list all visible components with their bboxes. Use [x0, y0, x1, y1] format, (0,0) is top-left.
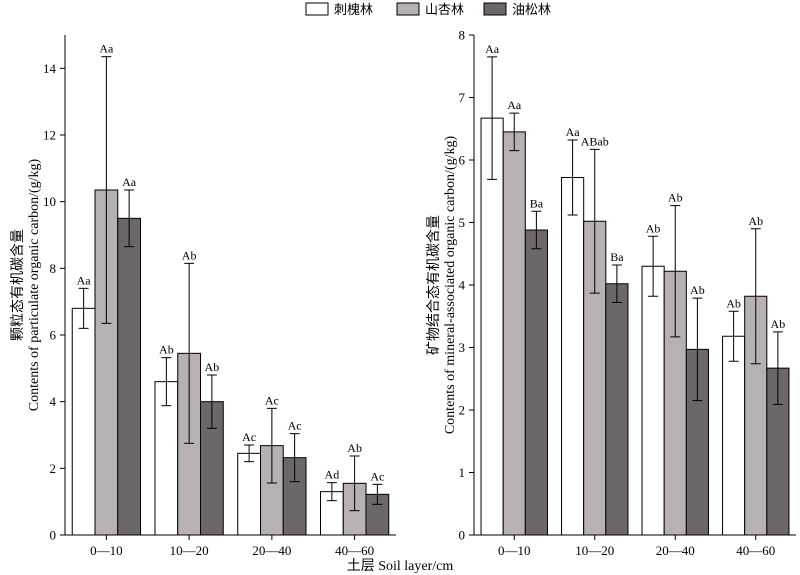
y-tick-label: 1 — [459, 465, 466, 480]
y-tick-label: 2 — [459, 403, 466, 418]
legend: 刺槐林 山杏林 油松林 — [305, 2, 551, 17]
y-tick-label: 7 — [459, 90, 466, 105]
legend-swatch — [305, 2, 329, 16]
y-tick-label: 8 — [50, 261, 57, 276]
legend-swatch — [483, 2, 507, 16]
y-tick-label: 4 — [459, 278, 466, 293]
significance-label: Aa — [122, 175, 137, 189]
y-tick-label: 2 — [50, 461, 57, 476]
significance-label: Aa — [99, 42, 114, 56]
significance-label: Aa — [507, 98, 522, 112]
legend-label: 山杏林 — [425, 2, 464, 17]
significance-label: Ab — [771, 317, 786, 331]
significance-label: ABab — [581, 134, 609, 148]
y-axis-title: 颗粒态有机碳含量 Contents of particulate organic … — [10, 158, 42, 411]
significance-label: Ac — [265, 393, 279, 407]
significance-label: Ab — [347, 441, 362, 455]
y-tick-label: 10 — [43, 194, 56, 209]
bar — [71, 307, 96, 536]
y-tick-label: 8 — [459, 28, 466, 43]
x-tick-label: 10—20 — [170, 543, 209, 558]
significance-label: Ba — [610, 250, 624, 264]
significance-label: Aa — [485, 42, 500, 56]
bar — [117, 217, 142, 536]
x-tick-label: 20—40 — [252, 543, 291, 558]
y-tick-label: 0 — [459, 528, 466, 543]
y-tick-label: 14 — [43, 61, 57, 76]
bar — [502, 131, 526, 536]
y-axis-title-cn: 矿物结合态有机碳含量 — [426, 215, 442, 355]
y-tick-label: 12 — [43, 128, 56, 143]
significance-label: Ac — [242, 430, 256, 444]
x-axis-title: 土层 Soil layer/cm — [347, 558, 454, 574]
x-tick-label: 0—10 — [498, 543, 531, 558]
y-axis-title-cn: 颗粒态有机碳含量 — [10, 229, 26, 341]
significance-label: Aa — [77, 273, 92, 287]
significance-label: Ab — [646, 221, 661, 235]
y-tick-label: 3 — [459, 340, 466, 355]
y-tick-label: 6 — [50, 328, 57, 343]
significance-label: Ab — [726, 296, 741, 310]
significance-label: Ba — [530, 196, 544, 210]
y-axis-title-en: Contents of particulate organic carbon/(… — [27, 158, 42, 411]
x-tick-label: 0—10 — [90, 543, 123, 558]
significance-label: Ab — [748, 214, 763, 228]
x-tick-label: 10—20 — [575, 543, 614, 558]
x-tick-label: 40—60 — [736, 543, 775, 558]
y-tick-label: 6 — [459, 153, 466, 168]
y-axis-title: 矿物结合态有机碳含量 Contents of mineral-associated… — [426, 136, 458, 435]
y-axis-title-en: Contents of mineral-associated organic c… — [443, 136, 458, 435]
y-tick-label: 0 — [50, 528, 57, 543]
x-tick-label: 40—60 — [335, 543, 374, 558]
y-tick-label: 4 — [50, 394, 57, 409]
significance-label: Ab — [205, 360, 220, 374]
bar — [561, 177, 585, 536]
significance-label: Ab — [182, 248, 197, 262]
legend-label: 刺槐林 — [334, 2, 373, 17]
bar — [605, 283, 629, 536]
bar — [722, 335, 746, 536]
significance-label: Ac — [370, 469, 384, 483]
bar — [524, 229, 548, 536]
x-tick-label: 20—40 — [656, 543, 695, 558]
significance-label: Ac — [288, 419, 302, 433]
significance-label: Ab — [159, 343, 174, 357]
chart-panel-particulate-oc: 0 2 4 6 8 10 12 14 0—10 10—20 20—40 40—60 Aa Ab Ac Ad Aa… — [10, 35, 396, 558]
legend-label: 油松林 — [512, 2, 551, 17]
significance-label: Aa — [566, 125, 581, 139]
bar — [237, 452, 261, 536]
significance-label: Ad — [325, 468, 340, 482]
bar — [480, 117, 504, 536]
legend-swatch — [396, 2, 420, 16]
significance-label: Ab — [668, 191, 683, 205]
y-tick-label: 5 — [459, 215, 466, 230]
bar — [641, 265, 665, 536]
significance-label: Ab — [690, 283, 705, 297]
